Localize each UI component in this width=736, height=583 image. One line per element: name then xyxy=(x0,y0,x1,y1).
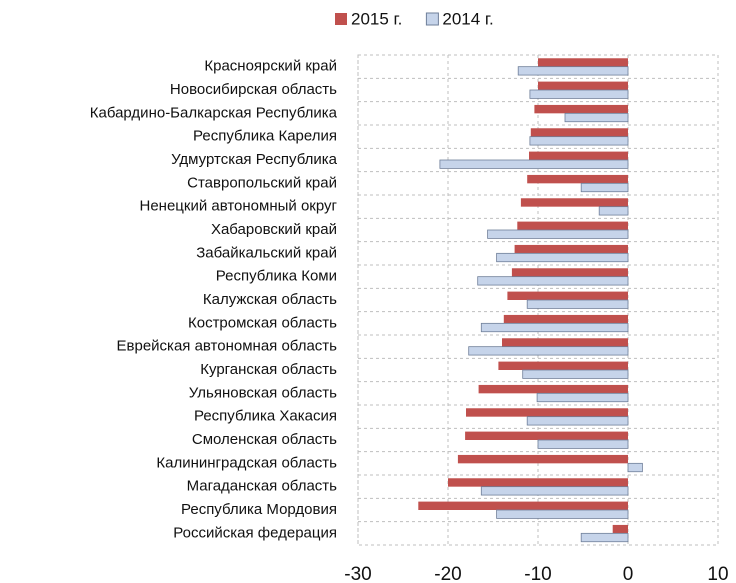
bar xyxy=(580,182,629,193)
legend-label: 2014 г. xyxy=(442,9,493,28)
bar xyxy=(514,244,628,254)
bar xyxy=(439,159,629,169)
bar xyxy=(537,439,629,449)
bar xyxy=(511,268,628,277)
y-tick-label: Курганская область xyxy=(200,361,337,378)
bar xyxy=(598,206,629,216)
bar xyxy=(612,524,628,534)
y-tick-label: Ульяновская область xyxy=(189,384,337,401)
legend-swatch xyxy=(335,13,347,25)
y-tick-label: Кабардино-Балкарская Республика xyxy=(90,104,338,121)
bar xyxy=(517,66,629,76)
bar xyxy=(507,291,628,300)
y-tick-label: Красноярский край xyxy=(204,58,337,75)
bar xyxy=(480,322,629,333)
y-tick-label: Магаданская область xyxy=(187,478,338,495)
bar xyxy=(503,314,628,324)
y-tick-label: Забайкальский край xyxy=(196,244,337,261)
y-tick-label: Удмуртская Республика xyxy=(171,151,338,168)
bar xyxy=(517,221,628,230)
y-tick-label: Ставропольский край xyxy=(187,174,337,191)
y-tick-label: Новосибирская область xyxy=(170,81,337,98)
bar xyxy=(530,128,628,137)
y-tick-label: Смоленская область xyxy=(192,431,337,448)
bar xyxy=(498,361,628,370)
bar xyxy=(538,58,628,67)
y-tick-label: Республика Карелия xyxy=(193,128,337,145)
x-tick-label: -20 xyxy=(434,564,461,583)
x-tick-label: -30 xyxy=(344,564,371,583)
bar xyxy=(536,392,629,403)
y-tick-label: Костромская область xyxy=(188,314,337,331)
bar xyxy=(448,478,628,487)
y-tick-label: Хабаровский край xyxy=(211,221,337,238)
bar xyxy=(480,486,629,496)
y-tick-label: Республика Мордовия xyxy=(181,501,337,518)
y-tick-label: Калининградская область xyxy=(156,454,337,471)
y-tick-label: Республика Коми xyxy=(216,268,337,285)
legend-swatch xyxy=(425,12,439,26)
bar xyxy=(534,104,628,114)
bar xyxy=(526,299,629,309)
bar xyxy=(466,408,628,417)
bar xyxy=(496,252,629,263)
bar xyxy=(465,431,628,440)
x-tick-label: 0 xyxy=(623,564,634,583)
y-tick-label: Еврейская автономная область xyxy=(117,338,338,355)
x-tick-label: -10 xyxy=(524,564,551,583)
bar xyxy=(522,369,629,379)
x-tick-label: 10 xyxy=(707,564,728,583)
y-tick-label: Республика Хакасия xyxy=(194,408,337,425)
bar xyxy=(529,151,628,160)
bar xyxy=(627,462,643,473)
bar xyxy=(468,346,629,356)
bar xyxy=(527,174,628,184)
y-tick-label: Российская федерация xyxy=(173,524,337,541)
bar xyxy=(496,509,629,519)
bar xyxy=(538,81,628,90)
y-tick-label: Ненецкий автономный округ xyxy=(139,198,337,215)
bar xyxy=(526,416,629,426)
legend-label: 2015 г. xyxy=(351,9,402,28)
bar xyxy=(502,338,628,347)
bar xyxy=(529,136,629,146)
bar xyxy=(487,229,629,239)
bar xyxy=(529,89,629,99)
bar xyxy=(477,276,629,286)
bar xyxy=(580,532,629,543)
bar xyxy=(520,198,628,207)
bar xyxy=(564,112,629,123)
bar xyxy=(418,501,628,510)
y-tick-label: Калужская область xyxy=(203,291,337,308)
bar xyxy=(478,384,628,394)
bar xyxy=(457,454,628,464)
